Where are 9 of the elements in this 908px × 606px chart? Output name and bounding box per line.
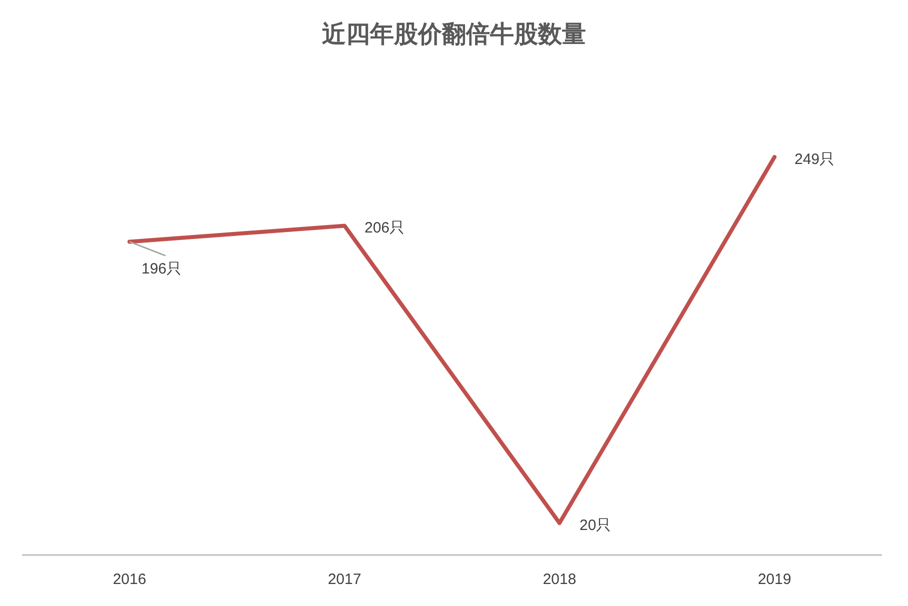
x-tick: 2018 [542, 571, 576, 588]
x-tick: 2019 [758, 571, 792, 588]
data-label: 206只 [364, 220, 405, 237]
data-label: 20只 [580, 517, 612, 534]
x-tick: 2016 [112, 571, 146, 588]
x-tick: 2017 [328, 571, 362, 588]
title: 近四年股价翻倍牛股数量 [322, 21, 586, 48]
data-label: 249只 [794, 151, 835, 168]
data-label: 196只 [142, 260, 182, 278]
